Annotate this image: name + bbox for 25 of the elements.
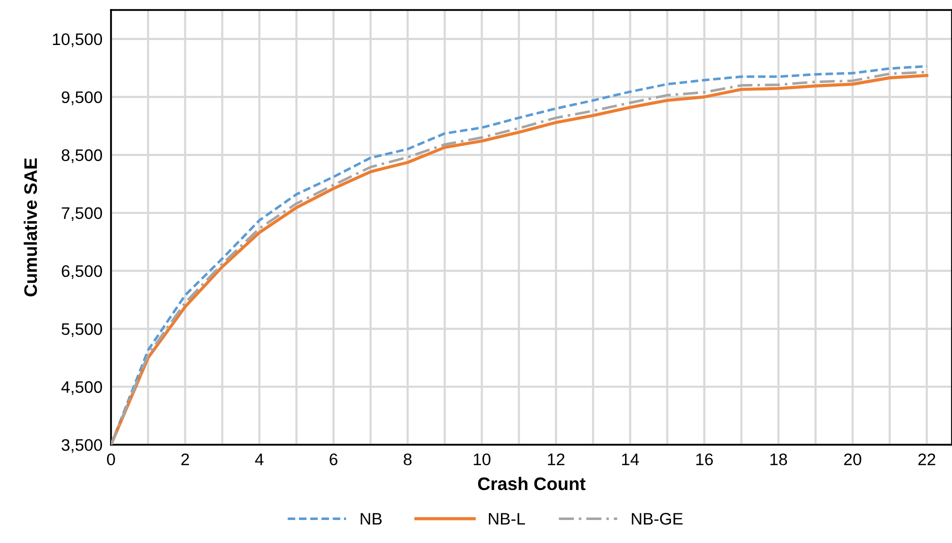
x-tick-label: 14 [622, 454, 639, 466]
legend-label: NB-L [488, 513, 525, 525]
x-tick-label: 6 [330, 453, 338, 466]
legend-label: NB-GE [632, 512, 683, 525]
x-tick-label: 22 [918, 453, 936, 466]
y-tick-label: 5,500 [62, 323, 102, 337]
y-tick-label: 8,500 [62, 149, 102, 164]
x-tick-label: 18 [770, 453, 788, 466]
x-tick-label: 2 [181, 453, 189, 466]
y-tick-label: 4,500 [61, 381, 102, 395]
y-tick-label: 10,500 [52, 33, 102, 48]
y-tick-label: 3,500 [62, 439, 102, 453]
x-tick-label: 12 [548, 453, 564, 466]
x-tick-label: 10 [474, 453, 490, 466]
x-tick-label: 20 [844, 453, 862, 466]
x-tick-label: 16 [696, 453, 713, 466]
y-tick-label: 9,500 [62, 91, 102, 106]
x-tick-label: 0 [107, 453, 115, 466]
y-tick-label: 6,500 [62, 265, 102, 279]
x-tick-label: 4 [255, 454, 264, 466]
x-tick-label: 8 [404, 453, 412, 466]
x-axis-title: Crash Count [478, 476, 586, 490]
legend-label: NB [360, 513, 382, 525]
y-tick-label: 7,500 [62, 207, 102, 222]
y-axis-title: Cumulative SAE [24, 158, 38, 296]
